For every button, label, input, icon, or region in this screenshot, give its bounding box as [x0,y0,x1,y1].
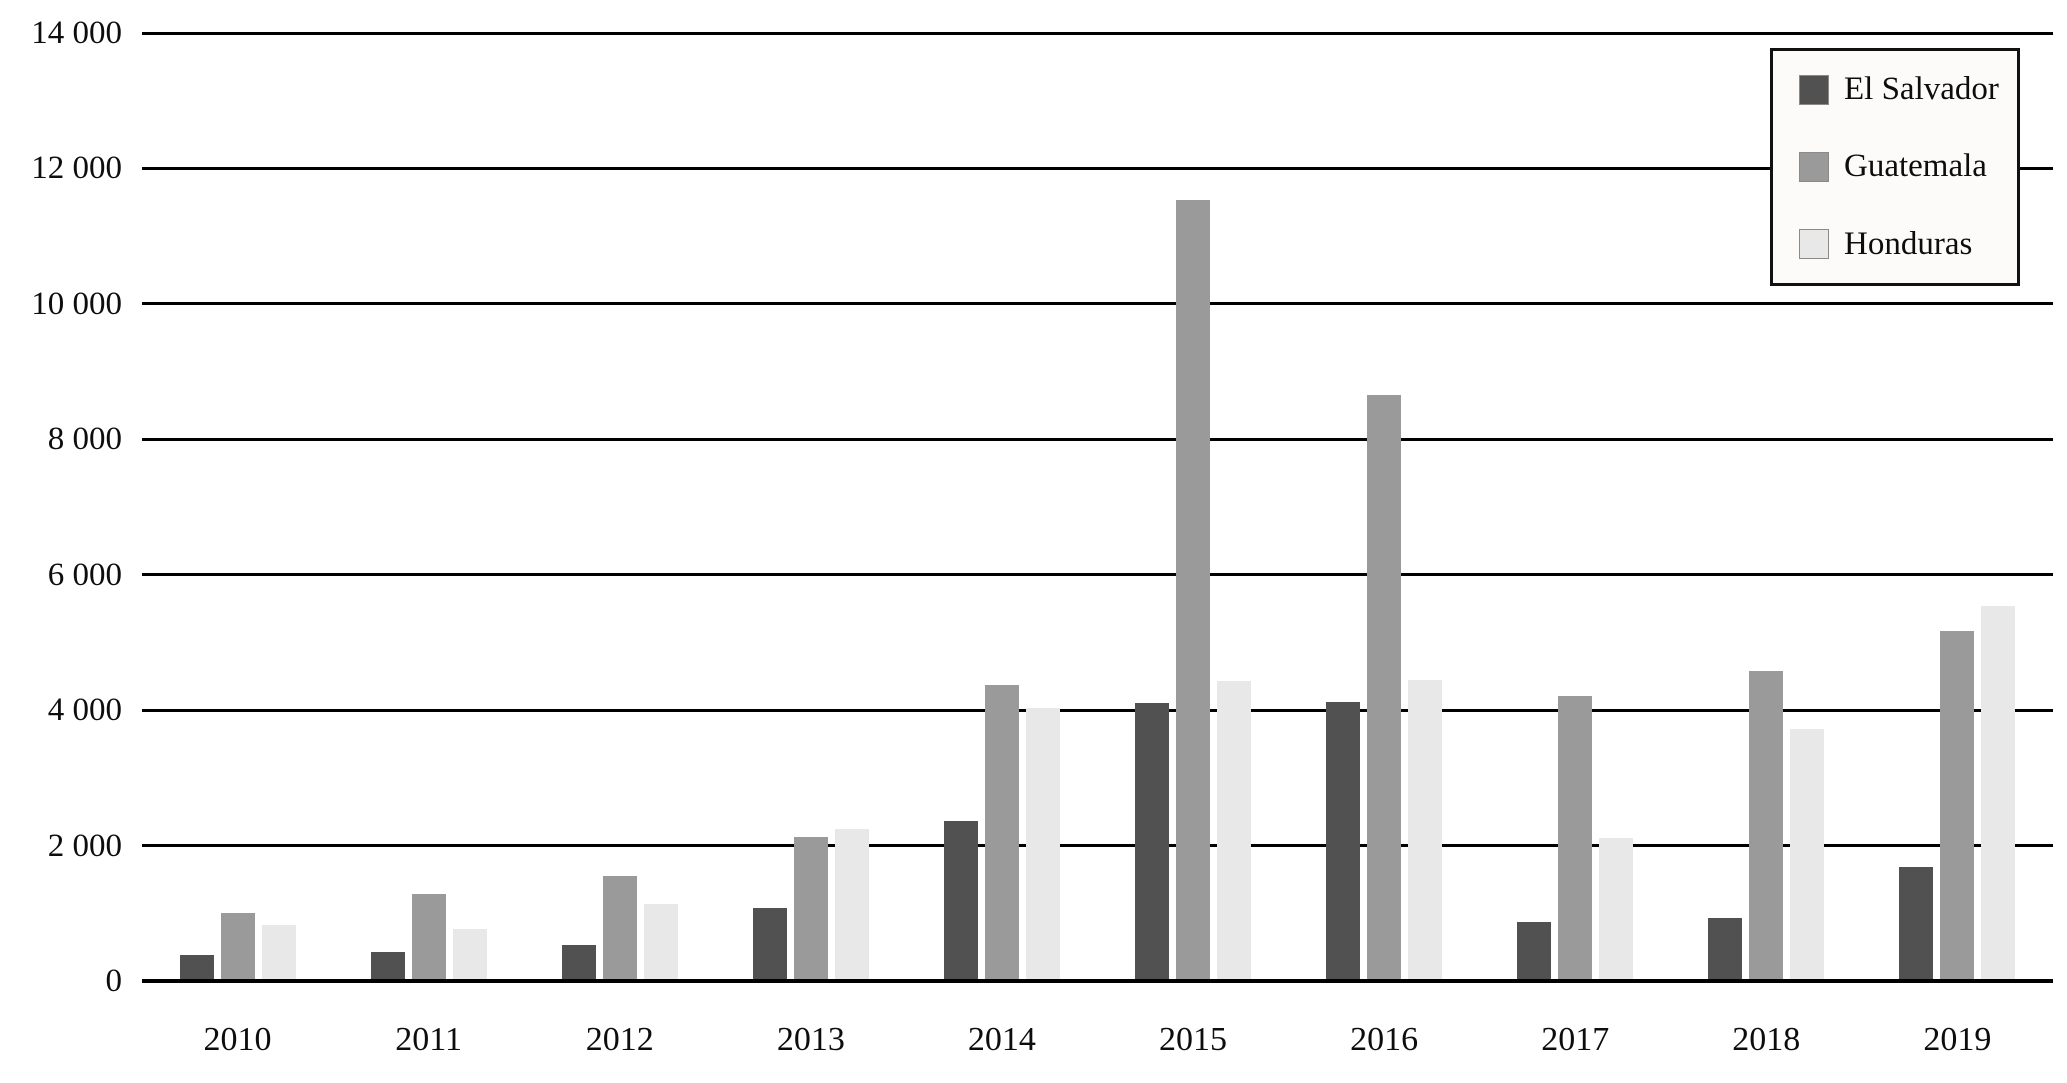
bar-guatemala-2019 [1940,630,1975,981]
bar-el-salvador-2012 [561,945,596,981]
y-tick-label-4000: 4 000 [47,692,122,729]
bar-group-2014 [906,33,1097,981]
bar-guatemala-2016 [1367,394,1402,981]
legend-swatch-honduras [1799,229,1829,260]
bar-el-salvador-2013 [752,907,787,981]
legend-swatch-el-salvador [1799,74,1829,105]
bar-honduras-2018 [1790,729,1825,981]
plot-area [142,31,2053,983]
gridline-14000 [142,31,2053,35]
x-tick-label-2019: 2019 [1923,1021,1992,1058]
bar-honduras-2013 [834,828,869,981]
legend-item-honduras: Honduras [1799,226,2017,263]
legend-label-guatemala: Guatemala [1844,148,1987,185]
bar-group-2017 [1480,33,1671,981]
bar-el-salvador-2010 [179,955,214,981]
bar-group-2013 [715,33,906,981]
x-tick-label-2017: 2017 [1541,1021,1610,1058]
x-tick-label-2012: 2012 [585,1021,654,1058]
y-tick-label-0: 0 [105,963,123,999]
bar-el-salvador-2016 [1326,702,1361,981]
gridline-8000 [142,437,2053,441]
bar-guatemala-2014 [984,685,1019,981]
bar-guatemala-2010 [220,913,255,981]
gridline-4000 [142,708,2053,712]
bar-el-salvador-2018 [1708,918,1743,981]
gridline-6000 [142,573,2053,577]
x-tick-label-2013: 2013 [776,1021,845,1058]
bar-guatemala-2011 [411,893,446,981]
x-tick-label-2011: 2011 [395,1021,463,1058]
bar-group-2015 [1097,33,1288,981]
legend-label-el-salvador: El Salvador [1844,71,1999,108]
bar-honduras-2015 [1217,681,1252,981]
gridline-2000 [142,844,2053,848]
bar-honduras-2019 [1981,605,2016,981]
bar-honduras-2011 [452,928,487,981]
bars-row [142,33,2053,981]
bar-honduras-2012 [643,903,678,981]
bar-guatemala-2012 [602,876,637,981]
legend-item-guatemala: Guatemala [1799,148,2017,185]
bar-guatemala-2015 [1176,199,1211,981]
y-tick-label-2000: 2 000 [47,827,122,864]
legend-item-el-salvador: El Salvador [1799,71,2017,108]
bar-guatemala-2018 [1749,670,1784,981]
y-tick-label-8000: 8 000 [47,421,122,458]
bar-honduras-2014 [1025,708,1060,981]
bar-el-salvador-2015 [1135,702,1170,981]
bar-el-salvador-2019 [1899,867,1934,981]
bar-el-salvador-2014 [943,821,978,981]
gridline-10000 [142,302,2053,306]
bar-group-2012 [524,33,715,981]
bar-el-salvador-2011 [370,951,405,981]
y-tick-label-12000: 12 000 [31,150,122,187]
y-tick-label-6000: 6 000 [47,556,122,593]
bar-group-2019 [1862,33,2053,981]
bar-group-2010 [142,33,333,981]
gridline-12000 [142,166,2053,170]
bar-honduras-2010 [261,925,296,981]
bar-group-2011 [333,33,524,981]
gridline-0 [142,979,2053,983]
x-tick-label-2010: 2010 [203,1021,272,1058]
bar-group-2018 [1671,33,1862,981]
x-tick-label-2015: 2015 [1159,1021,1228,1058]
bar-guatemala-2013 [793,836,828,981]
x-tick-label-2016: 2016 [1350,1021,1419,1058]
bar-guatemala-2017 [1558,695,1593,981]
bar-honduras-2017 [1599,838,1634,981]
x-tick-label-2018: 2018 [1732,1021,1801,1058]
x-tick-label-2014: 2014 [967,1021,1036,1058]
bar-honduras-2016 [1408,679,1443,981]
legend-label-honduras: Honduras [1844,225,1973,262]
y-tick-label-10000: 10 000 [31,285,122,322]
x-axis-labels: 2010 2011 2012 2013 2014 2015 2016 2017 2018 2019 [142,1016,2053,1064]
legend-swatch-guatemala [1799,151,1829,182]
legend: El Salvador Guatemala Honduras [1770,48,2020,286]
bar-el-salvador-2017 [1517,922,1552,981]
y-tick-label-14000: 14 000 [31,15,122,51]
bar-group-2016 [1289,33,1480,981]
